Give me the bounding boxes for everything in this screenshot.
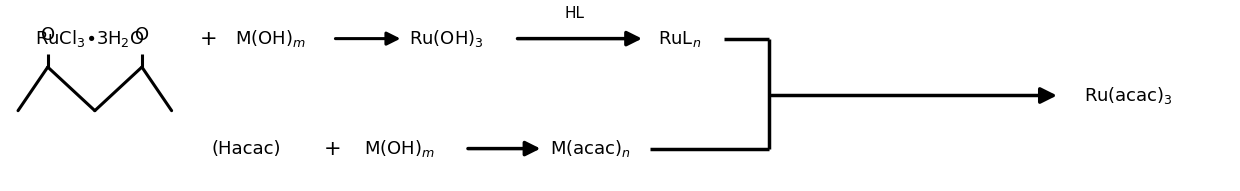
Text: +: + [200,29,217,49]
Text: O: O [41,26,55,44]
Text: HL: HL [564,6,584,21]
Text: O: O [135,26,149,44]
Text: RuCl$_3$$\bullet$3H$_2$O: RuCl$_3$$\bullet$3H$_2$O [35,28,145,49]
Text: M(acac)$_n$: M(acac)$_n$ [549,138,631,159]
Text: M(OH)$_m$: M(OH)$_m$ [365,138,435,159]
Text: Ru(OH)$_3$: Ru(OH)$_3$ [409,28,484,49]
Text: Ru(acac)$_3$: Ru(acac)$_3$ [1085,85,1173,106]
Text: +: + [324,139,341,159]
Text: RuL$_n$: RuL$_n$ [658,29,701,49]
Text: M(OH)$_m$: M(OH)$_m$ [236,28,306,49]
Text: (Hacac): (Hacac) [211,140,280,158]
